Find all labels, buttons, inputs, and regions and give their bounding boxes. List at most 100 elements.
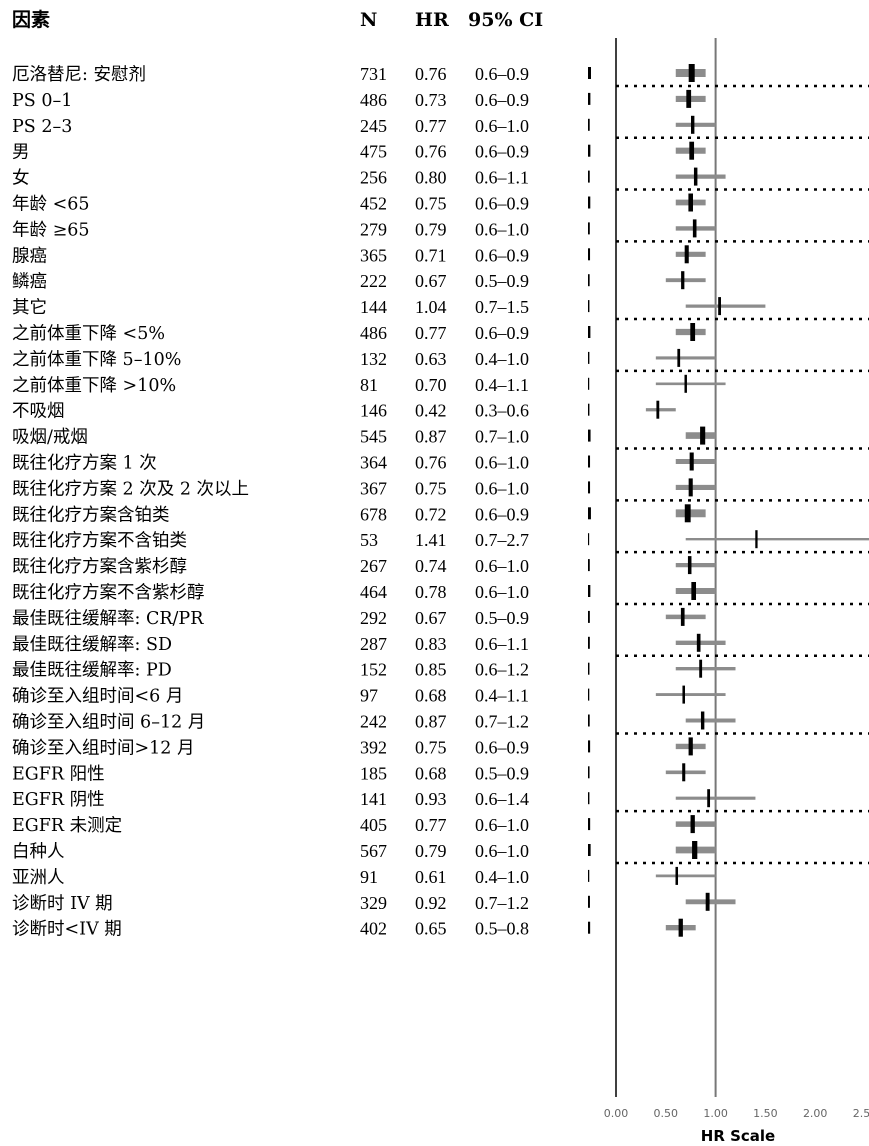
row-hr: 1.41 [415,530,447,550]
row-n: 91 [360,867,378,887]
row-ci: 0.7–1.2 [475,893,529,913]
hr-marker [682,763,686,782]
row-ci: 0.6–1.0 [475,219,529,239]
row-n: 486 [360,90,387,110]
plot-area [588,38,869,1097]
row-hr: 0.42 [415,401,447,421]
weight-tick [588,144,591,157]
row-hr: 0.73 [415,90,447,110]
row-label: 之前体重下降 5–10% [12,350,181,370]
row-ci: 0.6–1.0 [475,478,529,498]
weight-tick [588,921,591,934]
hr-marker [707,789,711,808]
hr-marker [682,685,686,704]
row-label: 既往化疗方案含紫杉醇 [12,557,187,577]
row-n: 475 [360,142,387,162]
row-label: 年龄 <65 [12,195,90,215]
row-n: 567 [360,841,387,861]
row-ci: 0.6–0.9 [475,64,529,84]
row-hr: 0.72 [415,504,447,524]
row-ci: 0.6–0.9 [475,504,529,524]
row-n: 402 [360,919,387,939]
row-hr: 0.92 [415,893,447,913]
x-tick-label: 1.00 [703,1107,728,1120]
row-label: 诊断时 IV 期 [12,894,113,914]
hr-marker [718,297,721,316]
weight-tick [588,222,590,235]
row-hr: 0.71 [415,245,447,265]
table-rows: 厄洛替尼: 安慰剂 731 0.76 0.6–0.9 PS 0–1 486 0.73 0.6–… [12,64,529,940]
weight-tick [588,792,590,805]
hr-marker [705,892,710,911]
row-label: 最佳既往缓解率: PD [12,661,172,681]
hr-marker [691,582,697,600]
row-ci: 0.4–1.1 [475,686,529,706]
row-hr: 0.77 [415,815,447,835]
row-label: EGFR 阴性 [12,790,105,810]
weight-tick [588,67,591,79]
weight-tick [588,844,591,856]
hr-marker [675,866,679,885]
row-n: 242 [360,712,387,732]
row-ci: 0.6–1.0 [475,453,529,473]
row-n: 464 [360,582,387,602]
row-hr: 0.67 [415,271,447,291]
hr-marker [690,115,695,134]
row-label: 年龄 ≥65 [12,220,90,240]
row-hr: 0.65 [415,919,447,939]
row-n: 279 [360,219,387,239]
weight-tick [588,196,591,209]
weight-tick [588,585,591,597]
weight-tick [588,118,590,131]
row-n: 545 [360,427,387,447]
row-hr: 0.76 [415,453,447,473]
hr-marker [690,323,696,341]
hr-marker [688,193,693,212]
weight-tick [588,610,590,623]
row-hr: 0.76 [415,142,447,162]
row-ci: 0.6–0.9 [475,142,529,162]
hr-marker [677,348,681,367]
row-n: 365 [360,245,387,265]
row-hr: 0.76 [415,64,447,84]
hr-marker [699,659,703,678]
header-n: N [360,9,377,31]
row-n: 367 [360,478,387,498]
row-label: 确诊至入组时间>12 月 [12,738,195,758]
row-label: 女 [12,169,30,189]
weight-tick [588,895,590,908]
row-hr: 0.79 [415,219,447,239]
row-ci: 0.6–1.0 [475,841,529,861]
hr-marker [684,374,687,393]
weight-tick [588,455,591,468]
weight-tick [588,714,590,727]
row-label: 之前体重下降 >10% [12,376,176,396]
row-ci: 0.6–1.1 [475,634,529,654]
row-n: 146 [360,401,387,421]
row-ci: 0.6–0.9 [475,323,529,343]
hr-marker [755,530,758,549]
hr-marker [689,141,695,160]
row-hr: 0.74 [415,556,447,576]
row-ci: 0.6–1.0 [475,815,529,835]
row-hr: 0.78 [415,582,447,602]
row-ci: 0.6–0.9 [475,737,529,757]
row-label: PS 2–3 [12,117,72,137]
row-hr: 0.75 [415,194,447,214]
row-ci: 0.7–2.7 [475,530,529,550]
row-n: 245 [360,116,387,136]
row-hr: 0.68 [415,763,447,783]
row-ci: 0.6–1.4 [475,789,529,809]
weight-tick [588,481,591,494]
row-hr: 0.80 [415,168,447,188]
x-tick-label: 0.50 [654,1107,679,1120]
row-n: 486 [360,323,387,343]
row-n: 329 [360,893,387,913]
hr-marker [684,245,689,264]
row-ci: 0.6–0.9 [475,245,529,265]
row-label: EGFR 阳性 [12,764,105,784]
x-tick-label: 2.00 [803,1107,828,1120]
row-hr: 0.79 [415,841,447,861]
row-ci: 0.4–1.1 [475,375,529,395]
row-label: 最佳既往缓解率: CR/PR [12,609,204,629]
